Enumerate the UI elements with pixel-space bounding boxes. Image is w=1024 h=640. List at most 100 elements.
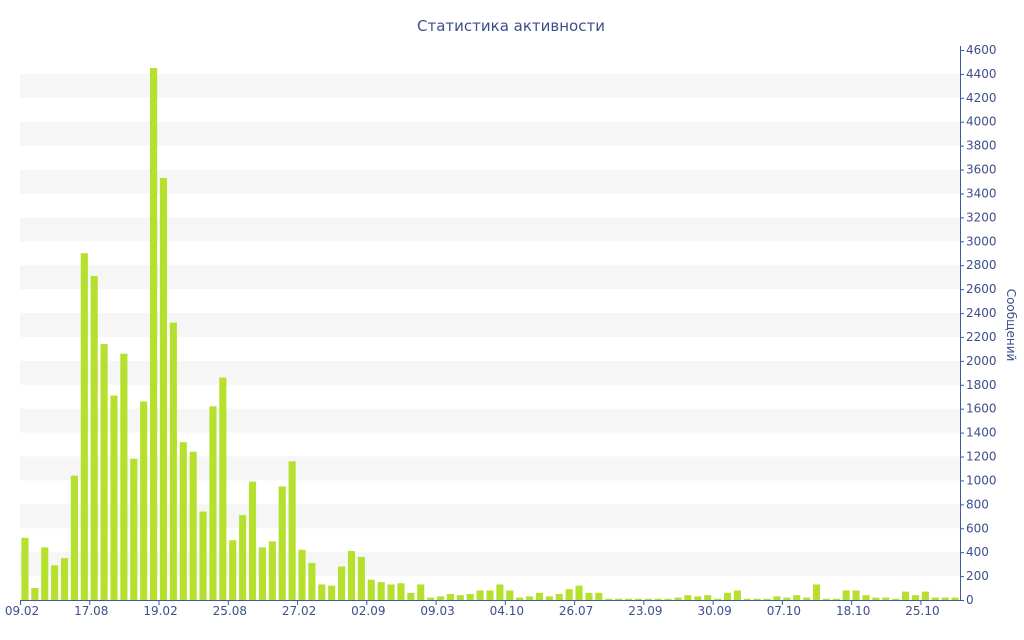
y-tick-label: 1200 xyxy=(966,450,997,464)
bar xyxy=(951,597,959,600)
bar xyxy=(258,547,266,600)
bar xyxy=(219,377,227,600)
bar xyxy=(803,597,811,600)
x-tick-label: 26.07 xyxy=(559,604,593,618)
bar xyxy=(476,590,484,600)
bar xyxy=(615,598,623,600)
bar xyxy=(921,591,929,600)
bar xyxy=(723,592,732,600)
bar xyxy=(100,344,108,600)
bar xyxy=(347,550,356,600)
bar xyxy=(506,590,514,600)
x-tick-label: 18.10 xyxy=(836,604,870,618)
bar xyxy=(822,598,830,600)
bar xyxy=(486,590,494,600)
bar xyxy=(308,562,316,600)
bar xyxy=(466,594,474,600)
x-tick-label: 09.03 xyxy=(420,604,454,618)
grid-band xyxy=(20,217,960,242)
bar xyxy=(278,486,286,600)
y-tick-label: 2400 xyxy=(966,306,997,320)
bar xyxy=(704,595,712,600)
grid-band xyxy=(20,313,960,337)
bar xyxy=(51,565,59,600)
y-tick-label: 1000 xyxy=(966,473,997,487)
y-tick-label: 4400 xyxy=(966,67,997,81)
bar xyxy=(783,597,791,600)
bar xyxy=(882,597,890,600)
bar xyxy=(733,590,741,600)
bar xyxy=(832,598,840,600)
y-tick-label: 4000 xyxy=(966,115,997,129)
bar xyxy=(634,598,642,600)
bar xyxy=(21,537,29,600)
grid-band xyxy=(20,456,960,481)
bar xyxy=(664,598,672,600)
bar xyxy=(239,515,247,600)
x-tick-label: 30.09 xyxy=(697,604,731,618)
y-tick-label: 3600 xyxy=(966,163,997,177)
bar xyxy=(941,597,949,600)
bar xyxy=(367,579,375,600)
bar xyxy=(407,592,415,600)
bar xyxy=(417,584,425,600)
bar xyxy=(41,547,49,600)
bar xyxy=(229,540,237,600)
x-tick-label: 07.10 xyxy=(767,604,801,618)
grid-band xyxy=(20,360,960,385)
x-tick-label: 25.08 xyxy=(213,604,247,618)
x-tick-label: 23.09 xyxy=(628,604,662,618)
bar xyxy=(595,592,603,600)
bar xyxy=(169,322,177,600)
y-tick-label: 3000 xyxy=(966,234,997,248)
bar xyxy=(793,595,801,600)
bar xyxy=(427,597,435,600)
bar xyxy=(397,583,405,600)
grid-band xyxy=(20,73,960,98)
bar xyxy=(318,584,326,600)
bar xyxy=(624,598,633,600)
bar xyxy=(436,596,445,600)
bar xyxy=(120,353,128,600)
bar xyxy=(605,598,613,600)
bar xyxy=(209,406,217,600)
bar xyxy=(872,597,880,600)
x-tick-label: 19.02 xyxy=(143,604,177,618)
bar xyxy=(179,442,187,600)
bar xyxy=(357,556,365,600)
bar xyxy=(70,475,78,600)
x-tick-label: 09.02 xyxy=(5,604,39,618)
bar xyxy=(694,596,702,600)
y-tick-label: 3800 xyxy=(966,139,997,153)
y-tick-label: 0 xyxy=(966,593,974,607)
grid-band xyxy=(20,121,960,146)
bar xyxy=(753,598,761,600)
bar xyxy=(852,590,860,600)
x-tick-label: 27.02 xyxy=(282,604,316,618)
y-tick-label: 1400 xyxy=(966,426,997,440)
bar xyxy=(902,591,910,600)
x-tick-label: 04.10 xyxy=(490,604,524,618)
bar xyxy=(456,595,464,600)
bar xyxy=(377,582,385,600)
y-tick-label: 2000 xyxy=(966,354,997,368)
bar xyxy=(743,598,751,600)
axes xyxy=(20,46,961,601)
bar xyxy=(644,598,652,600)
bar xyxy=(545,596,553,600)
y-tick-label: 600 xyxy=(966,521,989,535)
bar xyxy=(90,275,98,600)
x-tick-label: 02.09 xyxy=(351,604,385,618)
bar xyxy=(387,584,395,600)
x-tick-label: 17.08 xyxy=(74,604,108,618)
bar xyxy=(338,566,346,600)
bar xyxy=(298,549,306,600)
bar xyxy=(842,590,850,600)
bar xyxy=(159,177,168,600)
y-tick-label: 2600 xyxy=(966,282,997,296)
x-tick-label: 25.10 xyxy=(905,604,939,618)
y-tick-label: 4200 xyxy=(966,91,997,105)
x-tick-labels: 09.02 17.08 19.02 25.08 27.02 02.09 09.03 04.10… xyxy=(5,600,940,618)
bar xyxy=(496,584,504,600)
